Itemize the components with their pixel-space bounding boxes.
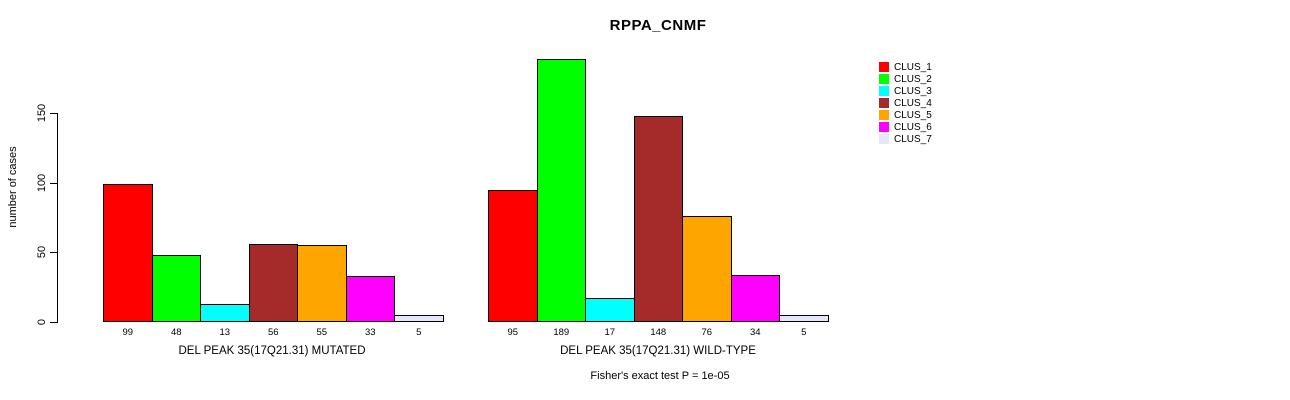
bar-value-label: 5 (801, 327, 807, 338)
fisher-test-annotation: Fisher's exact test P = 1e-05 (590, 370, 730, 382)
bar-clus_7 (779, 315, 829, 322)
bar-clus_6 (730, 274, 780, 322)
bar-value-label: 5 (416, 327, 422, 338)
bar-value-label: 56 (267, 327, 279, 338)
bar-clus_5 (297, 245, 347, 322)
bar-clus_4 (633, 115, 683, 322)
bar-value-label: 13 (219, 327, 231, 338)
legend-row: CLUS_5 (879, 109, 932, 121)
y-axis-tick (50, 322, 58, 323)
legend-row: CLUS_2 (879, 73, 932, 85)
bar-value-label: 17 (604, 327, 616, 338)
bar-clus_7 (394, 315, 444, 322)
bar-clus_3 (200, 303, 250, 322)
y-axis-line (57, 113, 58, 323)
legend-label: CLUS_4 (894, 97, 932, 109)
legend-label: CLUS_1 (894, 61, 932, 73)
y-axis-label: number of cases (7, 146, 19, 228)
bar-clus_2 (536, 58, 586, 322)
legend-label: CLUS_6 (894, 121, 932, 133)
legend-swatch-clus_7 (879, 134, 889, 144)
legend-swatch-clus_3 (879, 86, 889, 96)
bar-clus_3 (585, 298, 635, 322)
legend-row: CLUS_1 (879, 61, 932, 73)
bar-clus_6 (345, 276, 395, 322)
legend-label: CLUS_5 (894, 109, 932, 121)
legend-row: CLUS_4 (879, 97, 932, 109)
y-axis-tick (50, 252, 58, 254)
legend-swatch-clus_5 (879, 110, 889, 120)
legend-swatch-clus_1 (879, 62, 889, 72)
legend-swatch-clus_6 (879, 122, 889, 132)
bar-value-label: 55 (316, 327, 328, 338)
bar-value-label: 34 (749, 327, 761, 338)
bar-value-label: 48 (170, 327, 182, 338)
bar-clus_1 (488, 189, 538, 322)
bar-clus_4 (248, 243, 298, 322)
bar-value-label: 76 (701, 327, 713, 338)
legend-label: CLUS_7 (894, 133, 932, 145)
bar-value-label: 148 (650, 327, 667, 338)
legend-swatch-clus_4 (879, 98, 889, 108)
legend-row: CLUS_3 (879, 85, 932, 97)
chart-title: RPPA_CNMF (609, 17, 707, 34)
legend-label: CLUS_2 (894, 73, 932, 85)
y-axis-tick-label: 150 (36, 103, 48, 123)
group-label-wild-type: DEL PEAK 35(17Q21.31) WILD-TYPE (560, 345, 756, 357)
bar-clus_1 (103, 184, 153, 322)
y-axis-tick-label: 0 (36, 318, 48, 326)
bar-value-label: 95 (507, 327, 519, 338)
legend-row: CLUS_6 (879, 121, 932, 133)
bar-value-label: 33 (364, 327, 376, 338)
legend: CLUS_1 CLUS_2 CLUS_3 CLUS_4 CLUS_5 CLUS_6 CLUS… (879, 61, 932, 145)
bar-value-label: 189 (553, 327, 570, 338)
y-axis-tick (50, 113, 58, 114)
bar-clus_2 (151, 255, 201, 322)
legend-label: CLUS_3 (894, 85, 932, 97)
bar-value-label: 99 (122, 327, 134, 338)
y-axis-tick-label: 50 (36, 246, 48, 259)
group-label-mutated: DEL PEAK 35(17Q21.31) MUTATED (178, 345, 366, 357)
y-axis-tick-label: 100 (36, 173, 48, 192)
legend-row: CLUS_7 (879, 133, 932, 145)
bar-clus_5 (682, 216, 732, 322)
legend-swatch-clus_2 (879, 74, 889, 84)
y-axis-tick (50, 182, 58, 184)
